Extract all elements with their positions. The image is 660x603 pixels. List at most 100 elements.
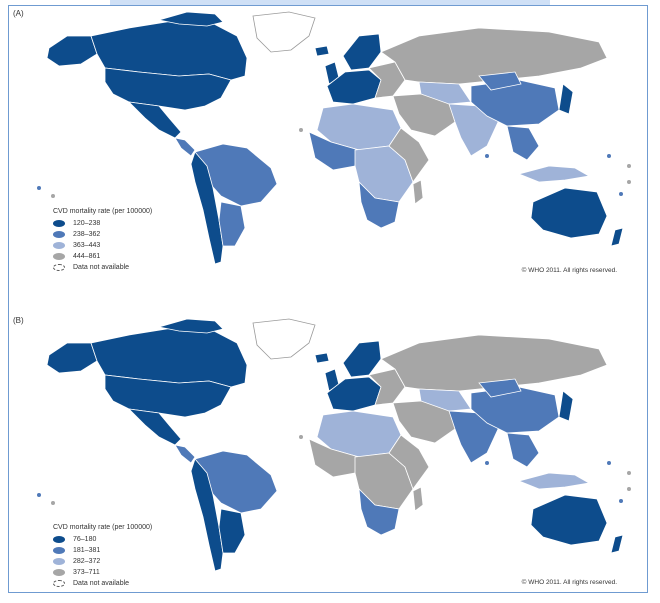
island-dot bbox=[485, 154, 489, 158]
south-america-west bbox=[190, 458, 224, 572]
south-america-west bbox=[190, 151, 224, 265]
legend-label-na: Data not available bbox=[73, 580, 130, 587]
world-map-a bbox=[37, 11, 631, 265]
legend-swatch-na bbox=[53, 580, 65, 587]
usa-region bbox=[104, 67, 232, 111]
legend-label-3: 282–372 bbox=[73, 558, 101, 565]
arctic-islands-region bbox=[158, 11, 224, 27]
legend-swatch-na bbox=[53, 264, 65, 271]
central-america-region bbox=[174, 137, 196, 157]
island-dot bbox=[299, 128, 303, 132]
legend-label-na: Data not available bbox=[73, 264, 130, 271]
legend-title: CVD mortality rate (per 100000) bbox=[53, 208, 153, 215]
island-dot bbox=[51, 501, 55, 505]
east-africa-region bbox=[388, 127, 430, 183]
legend-swatch-3 bbox=[53, 558, 65, 565]
legend-item-4: 444–861 bbox=[53, 251, 152, 262]
indonesia-region bbox=[517, 472, 591, 490]
china-region bbox=[470, 386, 560, 434]
japan-region bbox=[558, 83, 574, 115]
legend-swatch-2 bbox=[53, 547, 65, 554]
legend-label-2: 238–362 bbox=[73, 231, 101, 238]
australia-region bbox=[530, 187, 608, 239]
usa-region bbox=[104, 374, 232, 418]
mexico-region bbox=[127, 101, 182, 139]
map-legend: CVD mortality rate (per 100000) 120–238 … bbox=[53, 208, 152, 273]
mexico-region bbox=[127, 408, 182, 446]
island-dot bbox=[619, 192, 623, 196]
australia-region bbox=[530, 494, 608, 546]
alaska-region bbox=[46, 35, 98, 67]
legend-swatch-1 bbox=[53, 220, 65, 227]
mongolia-region bbox=[478, 71, 522, 91]
legend-label-1: 120–238 bbox=[73, 220, 101, 227]
top-banner-strip bbox=[110, 0, 550, 5]
map-regions bbox=[37, 11, 631, 265]
south-america-south bbox=[218, 201, 246, 247]
legend-item-2: 181–381 bbox=[53, 545, 152, 556]
legend-item-na: Data not available bbox=[53, 262, 152, 273]
island-dot bbox=[485, 461, 489, 465]
copyright-credit: © WHO 2011. All rights reserved. bbox=[521, 579, 617, 586]
island-dot bbox=[607, 154, 611, 158]
island-dot bbox=[51, 194, 55, 198]
island-dot bbox=[627, 164, 631, 168]
greenland-region bbox=[252, 11, 316, 53]
indonesia-region bbox=[517, 165, 591, 183]
iceland-region bbox=[314, 352, 330, 364]
legend-label-4: 444–861 bbox=[73, 253, 101, 260]
figure-frame: (A) CVD mortality rate (per 100000) 120–… bbox=[8, 5, 648, 593]
new-zealand-region bbox=[610, 227, 624, 247]
island-dot bbox=[37, 493, 41, 497]
southeast-asia-region bbox=[506, 125, 540, 161]
legend-item-4: 373–711 bbox=[53, 567, 152, 578]
legend-swatch-4 bbox=[53, 253, 65, 260]
island-dot bbox=[627, 487, 631, 491]
east-africa-region bbox=[388, 434, 430, 490]
legend-swatch-2 bbox=[53, 231, 65, 238]
map-legend: CVD mortality rate (per 100000) 76–180 1… bbox=[53, 524, 152, 589]
southern-africa-region bbox=[358, 487, 400, 536]
madagascar-region bbox=[412, 179, 424, 205]
world-map-b bbox=[37, 318, 631, 572]
legend-item-na: Data not available bbox=[53, 578, 152, 589]
south-america-south bbox=[218, 508, 246, 554]
island-dot bbox=[619, 499, 623, 503]
legend-label-1: 76–180 bbox=[73, 536, 97, 543]
greenland-region bbox=[252, 318, 316, 360]
island-dot bbox=[627, 471, 631, 475]
panel-label: (A) bbox=[13, 9, 24, 18]
legend-swatch-3 bbox=[53, 242, 65, 249]
russia-region bbox=[380, 27, 608, 85]
japan-region bbox=[558, 390, 574, 422]
copyright-credit: © WHO 2011. All rights reserved. bbox=[521, 267, 617, 274]
legend-swatch-1 bbox=[53, 536, 65, 543]
legend-title: CVD mortality rate (per 100000) bbox=[53, 524, 153, 531]
southern-africa-region bbox=[358, 180, 400, 229]
legend-item-2: 238–362 bbox=[53, 229, 152, 240]
scandinavia-region bbox=[342, 33, 382, 71]
legend-label-4: 373–711 bbox=[73, 569, 100, 576]
russia-region bbox=[380, 334, 608, 392]
panel-label: (B) bbox=[13, 316, 24, 325]
madagascar-region bbox=[412, 486, 424, 512]
island-dot bbox=[299, 435, 303, 439]
legend-label-3: 363–443 bbox=[73, 242, 101, 249]
alaska-region bbox=[46, 342, 98, 374]
legend-label-2: 181–381 bbox=[73, 547, 101, 554]
legend-item-1: 120–238 bbox=[53, 218, 152, 229]
island-dot bbox=[37, 186, 41, 190]
panel-b: (B) CVD mortality rate (per 100000) 76–1… bbox=[9, 313, 647, 603]
southeast-asia-region bbox=[506, 432, 540, 468]
arctic-islands-region bbox=[158, 318, 224, 334]
central-asia-region bbox=[418, 388, 472, 412]
china-region bbox=[470, 79, 560, 127]
central-america-region bbox=[174, 444, 196, 464]
legend-item-1: 76–180 bbox=[53, 534, 152, 545]
island-dot bbox=[627, 180, 631, 184]
map-regions bbox=[37, 318, 631, 572]
new-zealand-region bbox=[610, 534, 624, 554]
legend-swatch-4 bbox=[53, 569, 65, 576]
island-dot bbox=[607, 461, 611, 465]
scandinavia-region bbox=[342, 340, 382, 378]
